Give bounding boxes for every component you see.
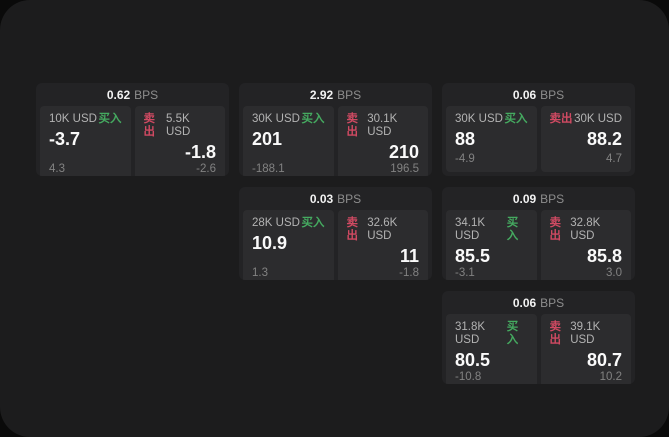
quote-card-body: 31.8K USD 买入 80.5 -10.8 卖出 39.1K USD 80.… — [442, 314, 635, 384]
buy-price: 201 — [252, 129, 283, 149]
buy-size: 34.1K USD — [455, 217, 486, 242]
sell-delta: 3.0 — [606, 267, 622, 279]
sell-tile[interactable]: 卖出 30.1K USD 210 196.5 — [337, 106, 428, 176]
buy-price: 10.9 — [252, 233, 288, 253]
quote-card: 2.92 BPS 30K USD 买入 201 -188.1 卖出 30.1K … — [239, 83, 432, 176]
buy-badge: 买入 — [98, 113, 122, 125]
sell-delta: 10.2 — [599, 371, 622, 383]
buy-tile[interactable]: 31.8K USD 买入 80.5 -10.8 — [446, 314, 537, 384]
sell-size: 32.8K USD — [570, 217, 601, 242]
sell-price: 80.7 — [586, 350, 622, 370]
sell-tile[interactable]: 卖出 5.5K USD -1.8 -2.6 — [134, 106, 225, 176]
sell-price: 210 — [388, 142, 419, 162]
sell-delta: 196.5 — [390, 163, 419, 175]
spread-bps-unit: BPS — [540, 295, 565, 310]
buy-tile[interactable]: 30K USD 买入 201 -188.1 — [243, 106, 334, 176]
sell-badge: 卖出 — [346, 217, 359, 242]
sell-tile[interactable]: 卖出 32.8K USD 85.8 3.0 — [540, 210, 631, 280]
buy-price: 80.5 — [455, 350, 491, 370]
spread-bps-value: 0.62 — [106, 87, 131, 102]
buy-delta: -10.8 — [455, 371, 482, 383]
quote-card: 0.03 BPS 28K USD 买入 10.9 1.3 卖出 32.6K US… — [239, 187, 432, 280]
sell-size: 5.5K USD — [165, 113, 191, 138]
spread-bps-value: 0.09 — [512, 191, 537, 206]
buy-badge: 买入 — [301, 217, 325, 229]
quote-card-header: 2.92 BPS — [239, 83, 432, 106]
buy-badge: 买入 — [506, 217, 519, 242]
buy-delta: 1.3 — [252, 267, 268, 279]
sell-delta: 4.7 — [606, 153, 622, 165]
sell-tile[interactable]: 卖出 39.1K USD 80.7 10.2 — [540, 314, 631, 384]
buy-size: 28K USD — [252, 217, 300, 229]
buy-badge: 买入 — [301, 113, 325, 125]
sell-delta: -2.6 — [196, 163, 216, 175]
buy-size: 10K USD — [49, 113, 97, 125]
quote-card-header: 0.62 BPS — [36, 83, 229, 106]
buy-size: 30K USD — [252, 113, 300, 125]
quote-card-header: 0.06 BPS — [442, 83, 635, 106]
sell-size: 32.6K USD — [367, 217, 398, 242]
sell-size: 30K USD — [574, 113, 622, 125]
buy-delta: 4.3 — [49, 163, 65, 175]
quote-card-header: 0.03 BPS — [239, 187, 432, 210]
buy-size: 31.8K USD — [455, 321, 486, 346]
quote-card: 0.06 BPS 31.8K USD 买入 80.5 -10.8 卖出 39.1… — [442, 291, 635, 384]
sell-price: 85.8 — [586, 246, 622, 266]
sell-tile[interactable]: 卖出 30K USD 88.2 4.7 — [540, 106, 631, 172]
quote-card: 0.62 BPS 10K USD 买入 -3.7 4.3 卖出 5.5K USD… — [36, 83, 229, 176]
buy-delta: -188.1 — [252, 163, 285, 175]
quote-card-grid: 0.62 BPS 10K USD 买入 -3.7 4.3 卖出 5.5K USD… — [36, 83, 635, 384]
spread-bps-value: 0.06 — [512, 87, 537, 102]
spread-bps-unit: BPS — [540, 191, 565, 206]
buy-size: 30K USD — [455, 113, 503, 125]
sell-tile[interactable]: 卖出 32.6K USD 11 -1.8 — [337, 210, 428, 280]
sell-price: -1.8 — [184, 142, 216, 162]
spread-bps-value: 0.06 — [512, 295, 537, 310]
sell-size: 39.1K USD — [570, 321, 601, 346]
buy-badge: 买入 — [504, 113, 528, 125]
quote-card-body: 30K USD 买入 201 -188.1 卖出 30.1K USD 210 1… — [239, 106, 432, 176]
spread-bps-unit: BPS — [134, 87, 159, 102]
buy-delta: -4.9 — [455, 153, 475, 165]
sell-price: 11 — [399, 246, 419, 266]
quote-card-header: 0.09 BPS — [442, 187, 635, 210]
buy-badge: 买入 — [506, 321, 519, 346]
quote-card: 0.06 BPS 30K USD 买入 88 -4.9 卖出 30K USD 8… — [442, 83, 635, 176]
sell-badge: 卖出 — [549, 217, 562, 242]
buy-tile[interactable]: 34.1K USD 买入 85.5 -3.1 — [446, 210, 537, 280]
quote-card: 0.09 BPS 34.1K USD 买入 85.5 -3.1 卖出 32.8K… — [442, 187, 635, 280]
sell-badge: 卖出 — [143, 113, 156, 138]
sell-size: 30.1K USD — [367, 113, 398, 138]
sell-badge: 卖出 — [346, 113, 359, 138]
buy-price: 88 — [455, 129, 476, 149]
quote-card-body: 28K USD 买入 10.9 1.3 卖出 32.6K USD 11 -1.8 — [239, 210, 432, 280]
spread-bps-unit: BPS — [337, 191, 362, 206]
quote-card-header: 0.06 BPS — [442, 291, 635, 314]
buy-price: -3.7 — [49, 129, 81, 149]
buy-delta: -3.1 — [455, 267, 475, 279]
sell-price: 88.2 — [586, 129, 622, 149]
quote-card-body: 10K USD 买入 -3.7 4.3 卖出 5.5K USD -1.8 -2.… — [36, 106, 229, 176]
spread-bps-value: 2.92 — [309, 87, 334, 102]
buy-tile[interactable]: 30K USD 买入 88 -4.9 — [446, 106, 537, 172]
spread-bps-unit: BPS — [540, 87, 565, 102]
buy-tile[interactable]: 10K USD 买入 -3.7 4.3 — [40, 106, 131, 176]
spread-bps-value: 0.03 — [309, 191, 334, 206]
sell-badge: 卖出 — [549, 321, 562, 346]
sell-delta: -1.8 — [399, 267, 419, 279]
spread-bps-unit: BPS — [337, 87, 362, 102]
quote-card-body: 34.1K USD 买入 85.5 -3.1 卖出 32.8K USD 85.8… — [442, 210, 635, 280]
quote-card-body: 30K USD 买入 88 -4.9 卖出 30K USD 88.2 4.7 — [442, 106, 635, 176]
buy-price: 85.5 — [455, 246, 491, 266]
sell-badge: 卖出 — [549, 113, 573, 125]
buy-tile[interactable]: 28K USD 买入 10.9 1.3 — [243, 210, 334, 280]
